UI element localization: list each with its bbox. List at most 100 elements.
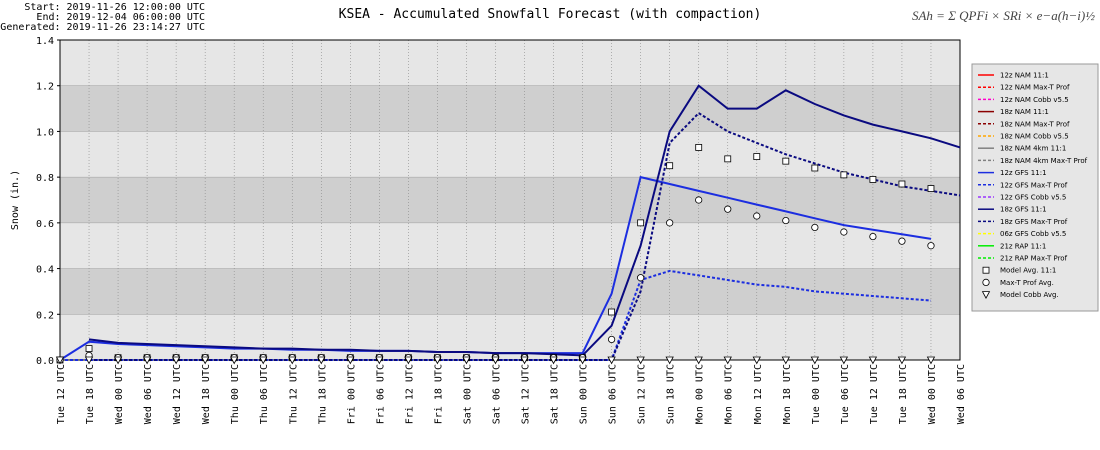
marker-triangle [839, 356, 849, 365]
legend-label: 18z NAM Cobb v5.5 [1000, 133, 1069, 141]
x-tick-label: Fri 12 UTC [404, 364, 415, 424]
marker-square [869, 176, 877, 183]
series-line [88, 84, 961, 357]
marker-triangle [433, 356, 442, 365]
marker-triangle [897, 356, 907, 365]
marker-triangle [926, 356, 936, 365]
marker-triangle [113, 356, 123, 365]
grid-band [60, 131, 960, 178]
x-tick-label: Mon 18 UTC [782, 364, 793, 424]
chart-title: KSEA - Accumulated Snowfall Forecast (wi… [339, 7, 762, 22]
marker-square [811, 164, 819, 172]
marker-circle [927, 242, 935, 250]
x-tick-label: Tue 18 UTC [85, 364, 96, 424]
marker-triangle [171, 356, 181, 365]
marker-triangle [723, 356, 732, 365]
x-tick-label: Wed 18 UTC [201, 364, 212, 424]
marker-square [724, 155, 732, 163]
legend-label: 12z GFS Max-T Prof [1000, 181, 1068, 189]
marker-triangle [84, 356, 94, 365]
x-tick-label: Wed 06 UTC [956, 364, 967, 424]
legend-label: 06z GFS Cobb v5.5 [1000, 230, 1066, 238]
x-tick-label: Sat 12 UTC [521, 364, 532, 424]
legend-label: 18z NAM 11:1 [1000, 108, 1049, 116]
x-tick-label: Sun 18 UTC [666, 364, 677, 424]
x-tick-label: Thu 06 UTC [259, 364, 270, 424]
y-tick-label: 1.0 [36, 127, 54, 138]
marker-triangle [694, 356, 703, 365]
marker-triangle [230, 356, 239, 365]
grid-band [60, 177, 960, 223]
marker-circle [982, 278, 990, 286]
marker-square [927, 185, 935, 192]
marker-triangle [520, 356, 529, 365]
marker-square [608, 308, 616, 316]
legend-label: 12z NAM 11:1 [1000, 72, 1049, 80]
x-tick-label: Tue 12 UTC [869, 364, 880, 424]
legend-label: Max-T Prof Avg. [1000, 279, 1054, 287]
y-tick-label: 0.2 [36, 310, 54, 321]
legend-label: 18z NAM Max-T Prof [1000, 120, 1070, 128]
grid-band [60, 40, 960, 86]
marker-triangle [200, 356, 210, 365]
legend-label: 18z GFS 11:1 [1000, 206, 1047, 214]
x-tick-label: Tue 12 UTC [56, 364, 67, 424]
marker-circle [724, 205, 732, 213]
marker-triangle [607, 356, 616, 365]
grid-band [60, 222, 960, 269]
x-tick-label: Thu 18 UTC [317, 364, 328, 424]
x-tick-label: Sat 06 UTC [491, 364, 502, 424]
marker-circle [811, 223, 819, 232]
x-tick-label: Sun 06 UTC [608, 364, 619, 424]
x-tick-label: Fri 00 UTC [346, 364, 357, 424]
x-tick-label: Sat 00 UTC [462, 364, 473, 424]
x-tick-label: Wed 06 UTC [143, 364, 154, 424]
grid-band [60, 85, 960, 132]
y-tick-label: 0.8 [36, 173, 54, 184]
x-tick-label: Wed 00 UTC [927, 364, 938, 424]
marker-square [85, 345, 93, 352]
x-tick-label: Thu 00 UTC [230, 364, 241, 424]
y-tick-label: 0.4 [36, 265, 54, 276]
grid-band [60, 268, 960, 315]
x-tick-label: Wed 12 UTC [172, 364, 183, 424]
marker-triangle [636, 356, 645, 365]
x-tick-label: Fri 18 UTC [433, 364, 444, 424]
marker-triangle [259, 356, 268, 365]
marker-triangle [810, 356, 820, 365]
x-tick-label: Fri 06 UTC [375, 364, 386, 424]
marker-circle [753, 212, 761, 220]
marker-triangle [462, 356, 471, 365]
marker-triangle [375, 356, 384, 365]
legend-label: 21z RAP 11:1 [1000, 242, 1046, 250]
marker-circle [898, 237, 906, 245]
marker-square [782, 157, 790, 165]
x-tick-label: Wed 00 UTC [114, 364, 125, 424]
x-tick-label: Mon 06 UTC [724, 364, 735, 424]
marker-circle [608, 335, 616, 344]
marker-triangle [752, 356, 761, 365]
marker-circle [637, 274, 645, 282]
marker-triangle [346, 356, 355, 365]
marker-triangle [549, 356, 558, 365]
end-info: End: 2019-12-04 06:00:00 UTC [36, 12, 205, 23]
marker-square [666, 162, 674, 170]
marker-triangle [142, 356, 152, 365]
start-info: Start: 2019-11-26 12:00:00 UTC [24, 2, 205, 13]
marker-circle [782, 216, 790, 225]
x-tick-label: Tue 18 UTC [898, 364, 909, 424]
marker-square [753, 153, 761, 160]
legend-label: 12z NAM Max-T Prof [1000, 84, 1070, 92]
marker-triangle [981, 291, 991, 299]
legend-label: 12z GFS 11:1 [1000, 169, 1047, 177]
legend-label: 12z GFS Cobb v5.5 [1000, 194, 1066, 202]
marker-square [840, 171, 848, 179]
x-tick-label: Sun 12 UTC [637, 364, 648, 424]
legend-label: 12z NAM Cobb v5.5 [1000, 96, 1069, 104]
legend-label: 18z NAM 4km 11:1 [1000, 145, 1066, 153]
marker-triangle [55, 356, 65, 365]
marker-triangle [288, 356, 297, 365]
generated-info: Generated: 2019-11-26 23:14:27 UTC [0, 22, 205, 33]
marker-triangle [317, 356, 326, 365]
